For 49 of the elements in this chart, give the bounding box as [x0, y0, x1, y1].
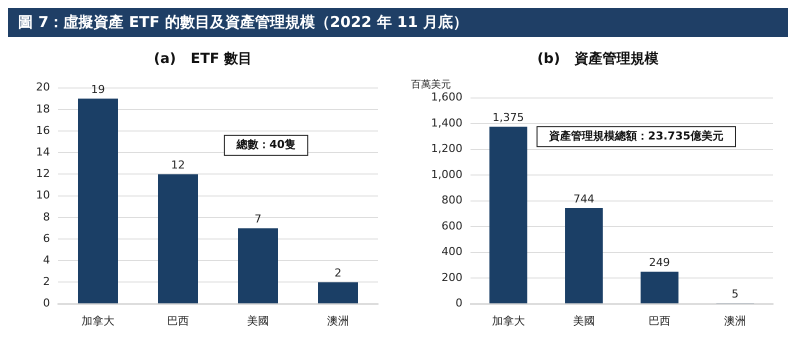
data-label: 5 — [732, 288, 739, 301]
data-label: 744 — [573, 192, 594, 206]
bar — [565, 208, 603, 304]
x-tick-label: 澳洲 — [327, 314, 349, 328]
y-tick-label: 1,200 — [430, 142, 462, 156]
data-label: 7 — [254, 212, 262, 226]
data-label: 249 — [649, 256, 670, 270]
y-tick-label: 0 — [42, 296, 50, 310]
bar — [78, 98, 118, 304]
y-tick-label: 200 — [441, 270, 462, 284]
x-tick-label: 加拿大 — [81, 314, 114, 328]
text: 圖 7：虛擬資產 ETF 的數目及資產管理規模（2022 年 11 月底） — [18, 13, 468, 31]
y-tick-label: 18 — [36, 102, 50, 116]
y-tick-label: 2 — [42, 275, 50, 288]
y-tick-label: 20 — [36, 80, 50, 94]
y-tick-label: 0 — [455, 296, 462, 310]
bar — [158, 174, 198, 304]
y-tick-label: 1,000 — [430, 168, 462, 181]
y-tick-label: 4 — [42, 253, 50, 266]
data-label: 1,375 — [492, 111, 524, 124]
y-tick-label: 14 — [36, 145, 50, 158]
x-tick-label: 巴西 — [648, 314, 671, 328]
chart-title: (a) ETF 數目 — [154, 51, 252, 68]
bar — [238, 228, 278, 304]
y-tick-label: 400 — [441, 245, 462, 258]
bar — [489, 126, 528, 304]
y-axis-title: 百萬美元 — [411, 78, 451, 90]
x-tick-label: 澳洲 — [724, 314, 746, 328]
bar — [318, 282, 358, 304]
bar — [640, 272, 678, 304]
chart-title: (b) 資產管理規模 — [537, 51, 660, 68]
data-label: 19 — [90, 82, 105, 96]
y-tick-label: 600 — [441, 219, 462, 232]
x-tick-label: 美國 — [572, 314, 595, 328]
y-tick-label: 6 — [42, 232, 50, 245]
x-tick-label: 美國 — [247, 314, 269, 328]
x-tick-label: 巴西 — [167, 314, 189, 328]
y-tick-label: 16 — [36, 124, 50, 137]
y-tick-label: 8 — [42, 210, 50, 224]
y-tick-label: 1,600 — [430, 90, 462, 104]
y-tick-label: 10 — [36, 188, 50, 202]
y-tick-label: 12 — [36, 167, 50, 180]
data-label: 2 — [334, 266, 342, 280]
y-tick-label: 1,400 — [430, 116, 462, 130]
annotation: 總數：40隻 — [235, 138, 296, 152]
y-tick-label: 800 — [441, 194, 462, 207]
x-tick-label: 加拿大 — [492, 314, 525, 328]
annotation: 資產管理規模總額：23.735億美元 — [548, 130, 724, 142]
data-label: 12 — [171, 158, 185, 172]
